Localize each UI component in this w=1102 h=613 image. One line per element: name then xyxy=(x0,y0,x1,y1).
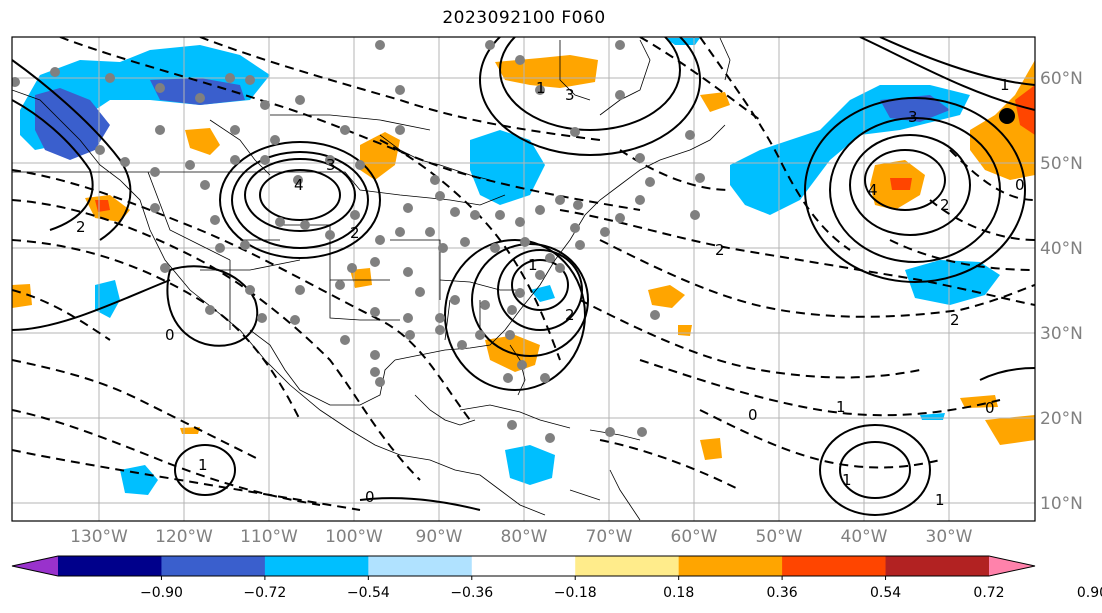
highlight-marker xyxy=(999,108,1015,124)
negative-anomaly-shading xyxy=(20,38,1000,495)
colorbar-segment xyxy=(471,556,576,576)
contour-label: 3 xyxy=(565,86,575,104)
lon-label: 30°W xyxy=(926,527,973,547)
colorbar-segment xyxy=(782,556,887,576)
contour-label: 3 xyxy=(326,156,336,174)
lon-label: 100°W xyxy=(325,527,383,547)
lon-label: 90°W xyxy=(416,527,463,547)
colorbar-segment xyxy=(575,556,680,576)
lat-label: 20°N xyxy=(1040,409,1083,429)
contour-label: 0 xyxy=(165,326,175,344)
colorbar-tick-label: 0.18 xyxy=(663,585,694,601)
colorbar-segment xyxy=(161,556,266,576)
colorbar-tick-label: −0.90 xyxy=(140,585,183,601)
lat-label: 10°N xyxy=(1040,494,1083,514)
colorbar xyxy=(11,555,1036,580)
contour-label: 1 xyxy=(536,79,546,97)
positive-contours xyxy=(12,37,1035,516)
contour-label: 0 xyxy=(1015,176,1025,194)
colorbar-tick-label: −0.54 xyxy=(347,585,390,601)
contour-label: 2 xyxy=(950,311,960,329)
map-frame xyxy=(11,36,1036,522)
colorbar-tick-label: 0.54 xyxy=(870,585,901,601)
lon-label: 130°W xyxy=(70,527,128,547)
map-title: 2023092100 F060 xyxy=(442,8,606,28)
lon-label: 80°W xyxy=(501,527,548,547)
lat-label: 60°N xyxy=(1040,69,1083,89)
lon-label: 60°W xyxy=(671,527,718,547)
colorbar-tick-label: −0.36 xyxy=(450,585,493,601)
colorbar-segment xyxy=(885,556,990,576)
contour-label: 4 xyxy=(294,176,304,194)
contour-label: 1 xyxy=(842,471,852,489)
colorbar-segment xyxy=(368,556,473,576)
colorbar-tick-label: 0.72 xyxy=(973,585,1004,601)
lat-label: 50°N xyxy=(1040,154,1083,174)
contour-label: 2 xyxy=(76,218,86,236)
contour-label: 1 xyxy=(198,456,208,474)
colorbar-segment xyxy=(678,556,783,576)
colorbar-tick-label: 0.36 xyxy=(767,585,798,601)
colorbar-outline xyxy=(11,555,1036,577)
colorbar-segment xyxy=(264,556,369,576)
contour-label: 2 xyxy=(715,241,725,259)
contour-label: 1 xyxy=(935,491,945,509)
colorbar-tick-label: 0.90 xyxy=(1077,585,1102,601)
lon-label: 110°W xyxy=(240,527,298,547)
lon-label: 70°W xyxy=(586,527,633,547)
contour-label: 1 xyxy=(528,256,538,274)
contour-label: 2 xyxy=(565,306,575,324)
station-markers xyxy=(12,40,705,443)
contour-label: 1 xyxy=(836,398,846,416)
contour-label: 3 xyxy=(908,108,918,126)
colorbar-segment xyxy=(989,556,1035,576)
contour-label: 2 xyxy=(350,224,360,242)
contour-label: 1 xyxy=(1000,76,1010,94)
colorbar-tick-label: −0.72 xyxy=(243,585,286,601)
contour-label: 0 xyxy=(985,399,995,417)
contour-label: 0 xyxy=(748,406,758,424)
lon-label: 50°W xyxy=(756,527,803,547)
colorbar-segment xyxy=(58,556,162,576)
contour-label: 0 xyxy=(365,488,375,506)
lat-label: 30°N xyxy=(1040,324,1083,344)
negative-contours xyxy=(12,37,1035,511)
lat-label: 40°N xyxy=(1040,239,1083,259)
colorbar-tick-label: −0.18 xyxy=(554,585,597,601)
colorbar-segment xyxy=(12,556,58,576)
contour-label: 2 xyxy=(940,196,950,214)
contour-label: 4 xyxy=(868,181,878,199)
latitude-labels: 60°N 50°N 40°N 30°N 20°N 10°N xyxy=(1040,69,1083,514)
lon-label: 40°W xyxy=(841,527,888,547)
lon-label: 120°W xyxy=(155,527,213,547)
contour-labels: 4 3 2 1 0 1 2 1 4 3 2 1 0 0 2 2 3 1 0 1 … xyxy=(76,76,1025,509)
longitude-labels: 130°W 120°W 110°W 100°W 90°W 80°W 70°W 6… xyxy=(70,527,973,547)
colorbar-tick-labels: −0.90 −0.72 −0.54 −0.36 −0.18 0.18 0.36 … xyxy=(140,585,1102,601)
